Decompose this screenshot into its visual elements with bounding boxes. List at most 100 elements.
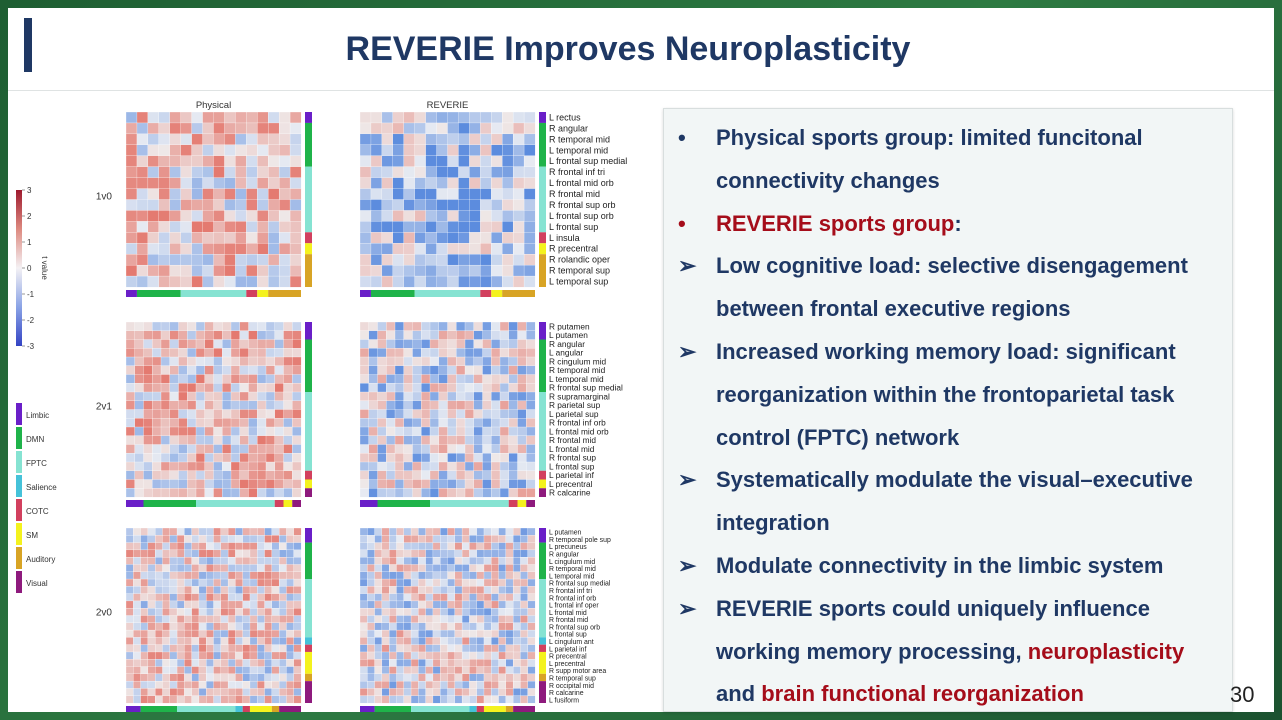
network-strip [374, 706, 412, 712]
heatmap-cell [368, 453, 378, 463]
heatmap-cell [381, 578, 390, 587]
heatmap-cell [429, 488, 440, 498]
heatmap-cell [454, 571, 463, 580]
heatmap-cell [248, 339, 258, 349]
heatmap-cell [178, 321, 188, 332]
heatmap-cell [230, 444, 241, 454]
heatmap-cell [403, 593, 412, 602]
heatmap-cell [140, 593, 149, 602]
heatmap-cell [412, 453, 422, 463]
heatmap-cell [125, 622, 134, 631]
heatmap-cell [508, 339, 518, 349]
heatmap-cell [421, 418, 431, 428]
heatmap-cell [147, 615, 156, 624]
heatmap-cell [292, 365, 302, 375]
heatmap-cell [456, 409, 466, 419]
heatmap-cell [176, 527, 185, 536]
heatmap-cell [155, 586, 163, 594]
heatmap-cell [377, 391, 387, 402]
heatmap-cell [184, 535, 192, 543]
heatmap-cell [389, 608, 397, 616]
heatmap-cell [359, 321, 370, 332]
heatmap-cell [271, 659, 280, 667]
heatmap-cell [184, 695, 192, 704]
heatmap-cell [191, 166, 203, 178]
heatmap-cell [491, 615, 499, 624]
heatmap-cell [198, 571, 207, 580]
heatmap-cell [512, 177, 525, 189]
heatmap-cell [246, 221, 258, 233]
heatmap-cell [191, 155, 203, 168]
heatmap-cell [381, 122, 394, 135]
heatmap-cell [374, 615, 383, 624]
heatmap-cell [473, 453, 483, 463]
heatmap-cell [293, 608, 302, 616]
heatmap-cell [359, 470, 370, 480]
heatmap-cell [403, 391, 413, 402]
heatmap-cell [271, 637, 280, 646]
heatmap-cell [473, 391, 483, 402]
heatmap-cell [202, 111, 214, 124]
heatmap-cell [136, 111, 149, 124]
heatmap-cell [206, 695, 214, 704]
heatmap-cell [447, 637, 456, 646]
heatmap-cell [498, 527, 507, 536]
heatmap-cell [278, 622, 287, 631]
heatmap-cell [394, 339, 405, 349]
heatmap-cell [438, 383, 448, 393]
heatmap-cell [425, 264, 437, 277]
heatmap-cell [498, 535, 507, 543]
region-label: L cingulum ant [549, 639, 594, 646]
heatmap-cell [286, 593, 295, 602]
bullet-item: • Physical sports group: limited funciton… [672, 117, 1224, 203]
heatmap-cell [491, 637, 499, 646]
heatmap-cell [133, 680, 141, 689]
heatmap-cell [140, 535, 149, 543]
heatmap-cell [204, 330, 214, 340]
heatmap-cell [125, 221, 138, 233]
heatmap-cell [499, 339, 510, 349]
heatmap-cell [143, 470, 153, 480]
heatmap-cell [265, 365, 276, 375]
heatmap-cell [368, 339, 378, 349]
heatmap-cell [147, 637, 156, 646]
heatmap-cell [125, 637, 134, 646]
heatmap-cell [381, 166, 394, 178]
heatmap-cell [359, 275, 372, 288]
heatmap-cell [239, 453, 249, 463]
heatmap-cell [222, 470, 232, 480]
heatmap-cell [374, 680, 383, 689]
heatmap-cell [125, 549, 134, 558]
heatmap-cell [394, 330, 405, 340]
heatmap-cell [359, 593, 368, 602]
heatmap-cell [143, 400, 153, 410]
heatmap-cell [239, 339, 249, 349]
heatmap-cell [520, 666, 529, 675]
heatmap-cell [224, 188, 236, 200]
heatmap-cell [169, 133, 182, 146]
network-strip [539, 637, 546, 645]
heatmap-cell [249, 615, 258, 624]
heatmap-cell [125, 409, 136, 419]
heatmap-cell [187, 330, 197, 340]
heatmap-cell [359, 365, 370, 375]
heatmap-cell [440, 680, 448, 689]
heatmap-cell [403, 488, 413, 498]
heatmap-cell [239, 409, 249, 419]
heatmap-cell [499, 391, 510, 402]
heatmap-cell [359, 651, 368, 660]
heatmap-cell [517, 400, 527, 410]
heatmap-cell [359, 488, 370, 498]
heatmap-cell [482, 426, 492, 437]
heatmap-cell [374, 637, 383, 646]
heatmap-cell [230, 400, 241, 410]
heatmap-cell [274, 470, 284, 480]
heatmap-cell [517, 391, 527, 402]
heatmap-cell [461, 586, 470, 594]
heatmap-cell [436, 133, 448, 146]
heatmap-cell [176, 659, 185, 667]
heatmap-cell [184, 615, 192, 624]
heatmap-cell [249, 608, 258, 616]
heatmap-cell [523, 111, 536, 124]
heatmap-cell [491, 571, 499, 580]
